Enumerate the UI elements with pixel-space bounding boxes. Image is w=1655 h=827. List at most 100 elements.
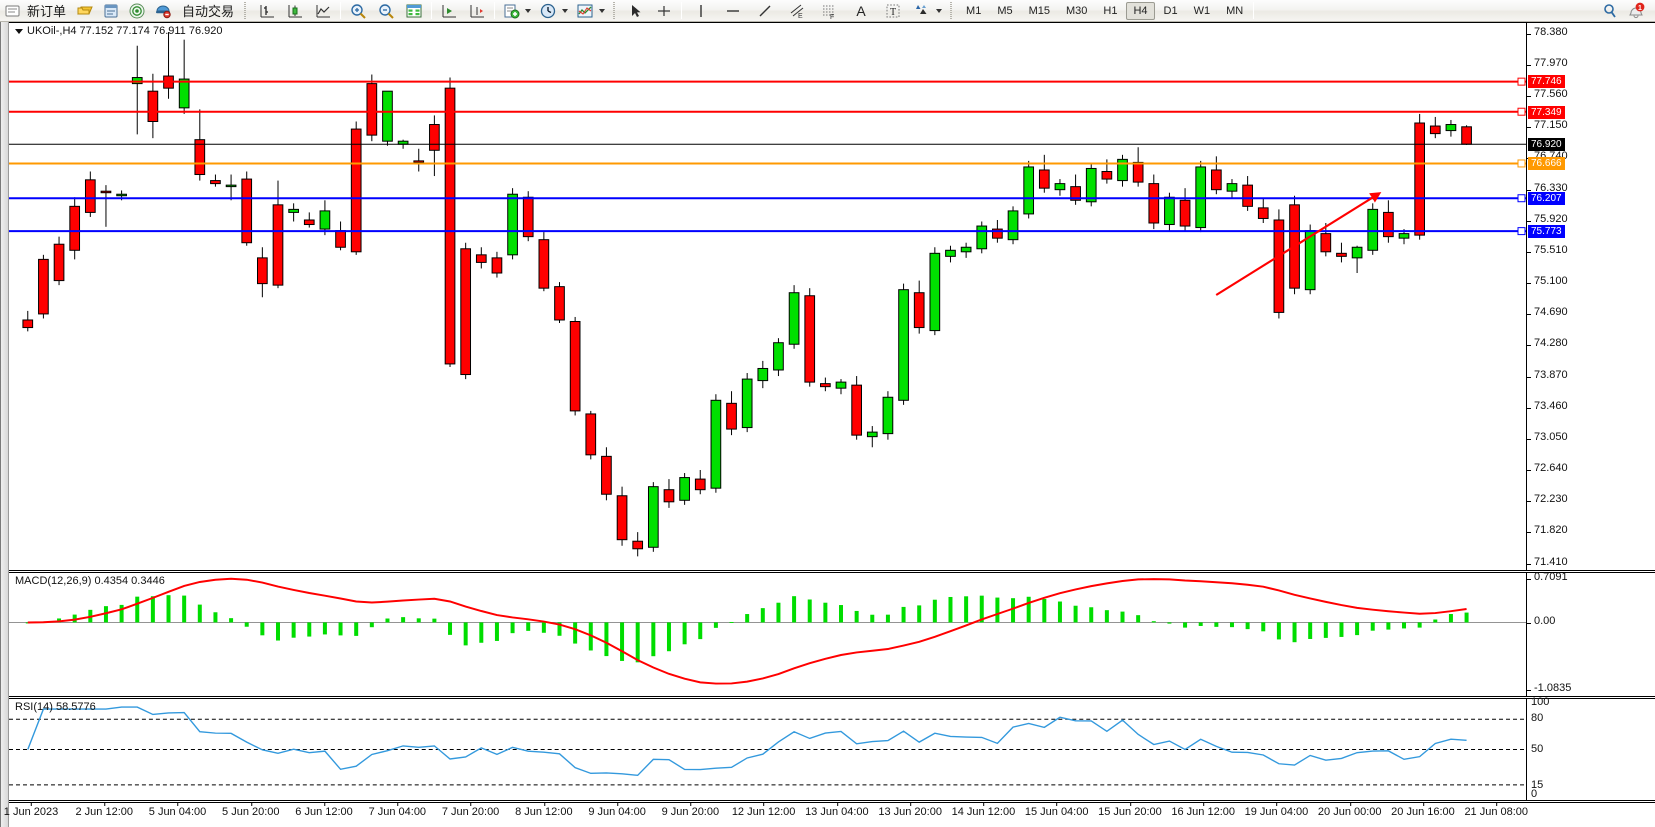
auto-scroll-icon[interactable] (468, 2, 486, 20)
macd-histogram-bar (588, 622, 593, 651)
chart-title-text: UKOil-,H4 77.152 77.174 76.911 76.920 (27, 25, 223, 37)
timeframe-button-d1[interactable]: D1 (1163, 4, 1178, 17)
price-scale[interactable]: 78.380 77.970 77.560 77.150 76.740 76.330 75.9… (1526, 23, 1655, 570)
price-plot-area[interactable] (9, 23, 1526, 570)
period-caret-icon[interactable] (562, 8, 569, 13)
price-tick-label: 72.640 (1534, 462, 1568, 475)
line-chart-icon[interactable] (314, 2, 332, 20)
rsi-pane[interactable]: RSI(14) 58.5776 100 80 50 15 0 (9, 696, 1655, 801)
crosshair-icon[interactable] (655, 2, 673, 20)
price-label-resistance-lower: 77.349 (1528, 105, 1565, 119)
timeframe-button-w1[interactable]: W1 (1193, 4, 1211, 17)
macd-histogram-bar (1448, 614, 1453, 623)
macd-pane[interactable]: MACD(12,26,9) 0.4354 0.3446 0.7091 0.00 -1… (9, 571, 1655, 697)
timeframe-button-m5[interactable]: M5 (997, 4, 1013, 17)
templates-caret-icon[interactable] (599, 8, 606, 13)
period-separator-button[interactable] (535, 1, 572, 21)
time-tick: 7 Jun 20:00 (441, 802, 500, 818)
macd-histogram-bar (1245, 622, 1250, 630)
chart-area[interactable]: UKOil-,H4 77.152 77.174 76.911 76.920 78… (0, 22, 1655, 827)
candle (929, 247, 941, 336)
trend-arrow-annotation[interactable] (9, 23, 1526, 570)
macd-histogram-bar (1370, 622, 1375, 631)
level-handle-support-upper[interactable] (1517, 194, 1526, 203)
fibonacci-icon[interactable]: F (820, 2, 838, 21)
trendline-icon[interactable] (756, 2, 774, 20)
candle (1336, 242, 1347, 263)
macd-histogram-bar (244, 622, 249, 627)
rsi-tick-label: 80 (1531, 711, 1544, 724)
candle (225, 174, 237, 201)
clock-icon (539, 2, 557, 20)
shapes-button[interactable] (909, 1, 946, 21)
time-tick: 9 Jun 20:00 (662, 802, 719, 818)
macd-histogram-bar (651, 622, 656, 657)
timeframe-button-h4[interactable]: H4 (1126, 1, 1155, 20)
time-tick-label: 7 Jun 20:00 (441, 806, 500, 818)
level-handle-resistance-upper[interactable] (1517, 77, 1526, 86)
level-handle-pivot[interactable] (1517, 159, 1526, 168)
terminal-window-icon[interactable] (102, 2, 120, 20)
zoom-in-icon[interactable] (349, 2, 367, 20)
text-label-icon[interactable]: A (856, 2, 866, 19)
price-pane[interactable]: UKOil-,H4 77.152 77.174 76.911 76.920 78… (9, 22, 1655, 571)
toolbar-separator-3 (494, 2, 496, 19)
signals-broadcast-icon[interactable] (128, 2, 146, 20)
level-handle-resistance-lower[interactable] (1517, 107, 1526, 116)
templates-button[interactable] (572, 1, 609, 21)
zoom-out-icon[interactable] (377, 2, 395, 20)
price-tick-label: 73.050 (1534, 430, 1568, 443)
time-tick-label: 8 Jun 12:00 (515, 806, 573, 818)
new-order-button[interactable]: 新订单 (0, 1, 72, 21)
search-icon[interactable] (1601, 2, 1619, 20)
auto-trading-button[interactable]: 自动交易 (176, 1, 240, 21)
chart-collapse-icon[interactable] (15, 28, 23, 34)
shift-chart-right-icon[interactable] (440, 2, 458, 20)
expert-advisor-icon[interactable] (154, 2, 172, 20)
bar-chart-icon[interactable] (258, 2, 276, 20)
market-watch-grid-icon[interactable] (405, 2, 423, 20)
timeframe-button-m30[interactable]: M30 (1066, 4, 1088, 17)
level-lines-layer[interactable] (9, 23, 1526, 570)
macd-histogram-bar (150, 596, 155, 623)
candle (147, 73, 159, 139)
time-tick: 9 Jun 04:00 (588, 802, 646, 818)
add-indicator-button[interactable] (498, 1, 535, 21)
time-tick-label: 15 Jun 20:00 (1098, 806, 1162, 818)
timeframe-button-h1[interactable]: H1 (1103, 4, 1118, 17)
timeframe-button-m15[interactable]: M15 (1028, 4, 1050, 17)
horizontal-line-icon[interactable] (724, 2, 742, 20)
toolbar-grip-3[interactable] (949, 2, 957, 19)
equidistant-channel-icon[interactable]: E (788, 2, 806, 20)
text-box-icon[interactable]: T (884, 2, 902, 20)
candle (679, 473, 690, 505)
toolbar-separator-1 (340, 2, 342, 19)
macd-histogram-bar (823, 602, 828, 623)
toolbar-grip-2[interactable] (612, 2, 620, 19)
macd-histogram-bar (948, 596, 953, 623)
time-tick: 7 Jun 04:00 (369, 802, 426, 818)
chart-scrollbar[interactable] (1, 22, 9, 827)
macd-tick-label: 0.00 (1534, 615, 1556, 628)
macd-histogram-bar (229, 618, 234, 623)
notification-bell-icon[interactable]: 1 (1627, 2, 1645, 20)
timeframe-button-mn[interactable]: MN (1226, 4, 1244, 17)
chart-title: UKOil-,H4 77.152 77.174 76.911 76.920 (15, 25, 223, 37)
add-indicator-caret-icon[interactable] (525, 8, 532, 13)
candle (1320, 223, 1332, 257)
toolbar-grip-1[interactable] (243, 2, 251, 19)
folder-icon[interactable] (76, 2, 94, 20)
macd-histogram-bar (1464, 612, 1469, 623)
cursor-arrow-icon[interactable] (627, 2, 645, 20)
price-label-last-price: 76.920 (1528, 138, 1565, 152)
time-axis[interactable]: 1 Jun 2023 2 Jun 12:00 5 Jun 04:00 5 Jun 20… (4, 802, 1655, 826)
shapes-caret-icon[interactable] (936, 8, 943, 13)
macd-histogram-bar (776, 602, 781, 623)
macd-label: MACD(12,26,9) 0.4354 0.3446 (15, 575, 165, 587)
time-tick: 20 Jun 00:00 (1318, 802, 1382, 818)
timeframe-button-m1[interactable]: M1 (966, 4, 982, 17)
candlestick-chart-icon[interactable] (286, 2, 304, 20)
time-tick: 21 Jun 08:00 (1464, 802, 1528, 818)
level-handle-support-lower[interactable] (1517, 227, 1526, 236)
vertical-line-icon[interactable] (692, 2, 710, 20)
